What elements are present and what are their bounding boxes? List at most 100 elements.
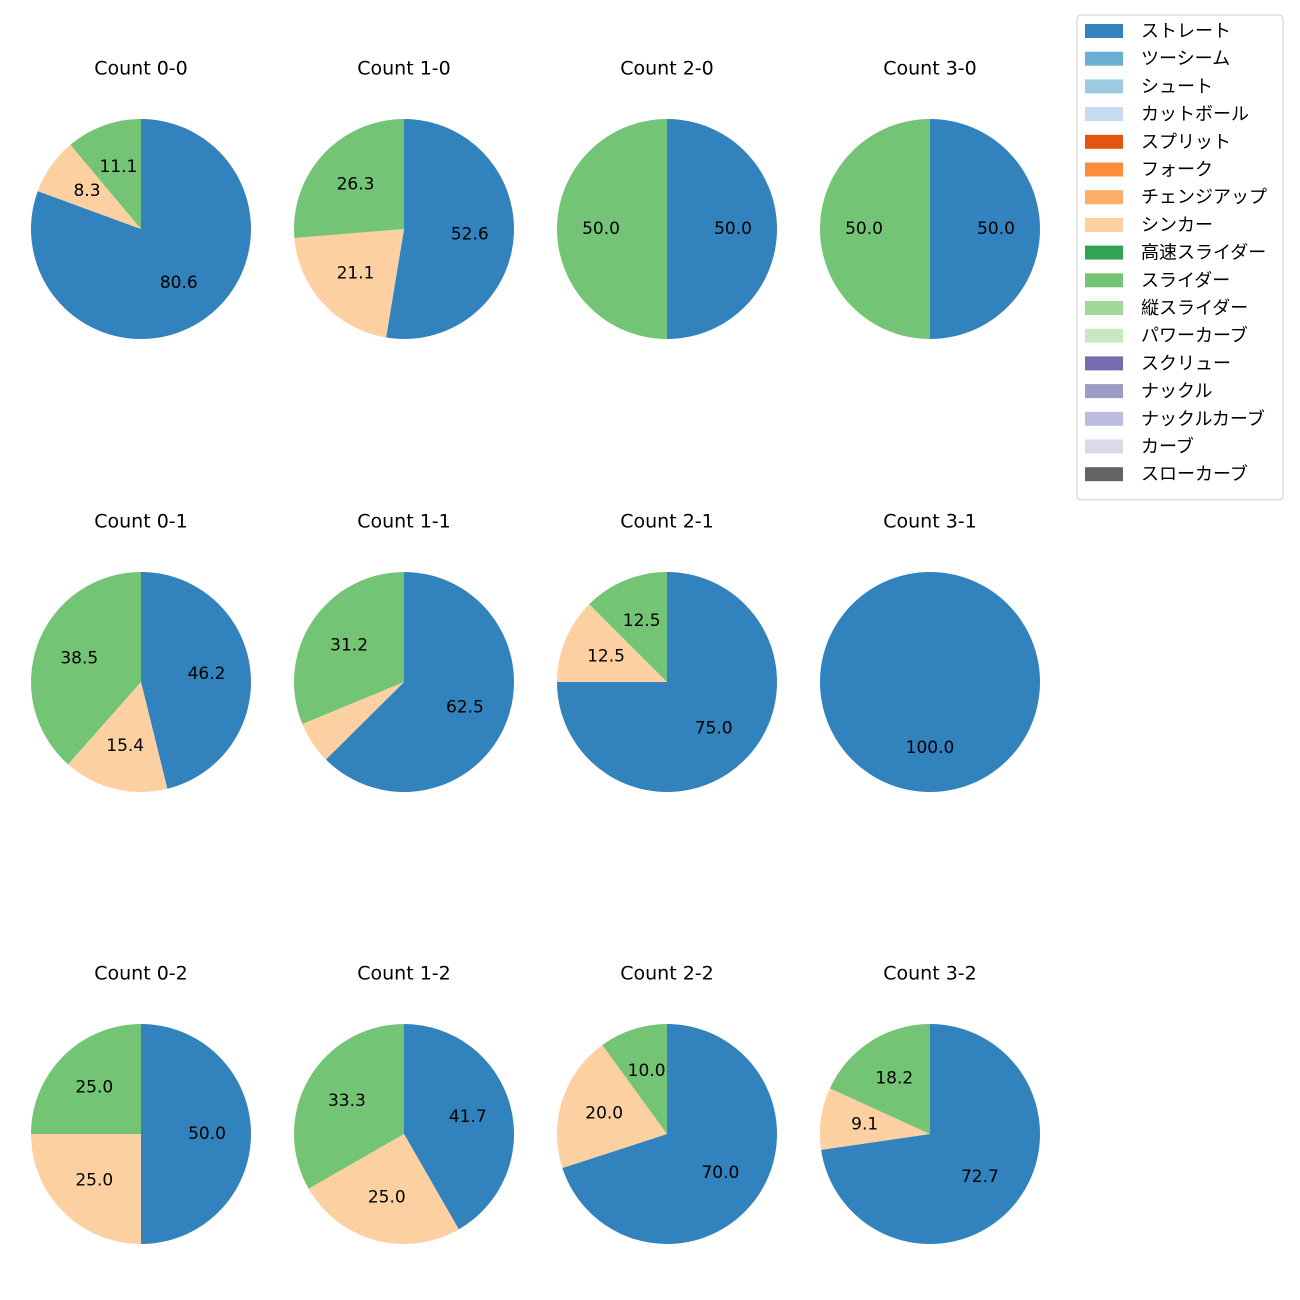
pie-slice-count-1-2-1 [308,1134,459,1245]
legend-entry: スプリット [1085,132,1231,153]
legend-swatch [1085,328,1123,343]
pie-slice-count-2-1-1 [557,604,667,682]
pie-slice-count-3-0-0 [930,119,1040,339]
pie-count-3-2: Count 3-2 72.7 9.1 18.2 [820,963,1041,1244]
legend-entry: スライダー [1085,270,1230,291]
legend-swatch [1085,384,1123,399]
pie-title: Count 2-2 [620,963,714,985]
pie-count-0-1: Count 0-1 46.2 15.4 38.5 [30,511,251,792]
pie-slice-count-2-2-0 [562,1024,777,1244]
legend-swatch [1085,467,1123,482]
pct-label: 26.3 [337,174,375,194]
pie-slice-count-1-2-2 [293,1023,404,1189]
pie-count-1-0: Count 1-0 52.6 21.1 26.3 [294,58,514,339]
pct-label: 50.0 [582,219,620,239]
pie-title: Count 1-1 [357,511,451,533]
legend-swatch [1085,107,1123,122]
pies-layer: Count 0-0 80.6 8.3 11.1 Count 1-0 52.6 21.1 26.… [30,58,1041,1245]
pct-label: 46.2 [188,664,226,684]
legend-label: スローカーブ [1141,463,1248,485]
legend-entry: ナックル [1085,381,1212,402]
legend-label: ツーシーム [1141,49,1230,70]
legend-entry: ストレート [1085,21,1231,42]
pie-slice-count-1-1-1 [302,682,404,760]
legend-entry: カーブ [1085,436,1194,458]
pct-label: 38.5 [60,649,98,669]
legend-label: 縦スライダー [1141,298,1248,319]
pct-label: 11.1 [99,157,137,177]
pie-slice-count-2-0-1 [557,119,667,339]
pct-label: 15.4 [106,736,144,756]
legend-entry: シュート [1085,76,1213,97]
legend-swatch [1085,24,1123,38]
pie-title: Count 3-2 [883,963,977,985]
legend-swatch [1085,162,1123,177]
legend-label: シュート [1141,76,1213,97]
pct-label: 10.0 [628,1061,666,1081]
pct-label: 12.5 [587,647,625,667]
pie-count-2-2: Count 2-2 70.0 20.0 10.0 [556,963,777,1244]
pct-label: 18.2 [875,1069,913,1089]
legend-swatch [1085,217,1123,232]
pie-title: Count 1-0 [357,58,451,80]
legend-label: 高速スライダー [1141,243,1266,264]
legend-label: ストレート [1141,21,1231,42]
legend-label: スプリット [1141,132,1231,153]
legend-swatch [1085,439,1123,454]
pct-label: 8.3 [73,181,100,201]
pct-label: 62.5 [446,697,484,717]
pie-slice-count-3-2-0 [821,1024,1041,1244]
pie-slice-count-3-2-1 [820,1088,930,1150]
pie-count-3-1: Count 3-1 100.0 [820,511,1040,792]
pct-label: 33.3 [328,1091,366,1111]
pie-title: Count 2-0 [620,58,714,80]
legend-entry: 高速スライダー [1085,243,1266,264]
pie-slice-count-0-0-1 [37,144,141,229]
pie-slice-count-0-1-1 [68,682,168,792]
legend-label: ナックル [1141,381,1212,402]
legend-swatch [1085,411,1123,426]
pct-label: 41.7 [449,1107,487,1127]
pie-slice-count-3-0-1 [820,119,930,339]
pie-count-2-0: Count 2-0 50.0 50.0 [557,58,777,339]
legend-label: チェンジアップ [1141,187,1267,208]
pct-label: 50.0 [714,219,752,239]
pie-slice-count-1-0-0 [386,119,514,339]
pie-slice-count-0-2-1 [31,1134,141,1244]
pie-slice-count-0-1-2 [30,572,141,765]
pie-slice-count-1-0-2 [294,119,404,238]
legend-swatch [1085,301,1123,315]
pie-title: Count 0-2 [94,963,188,985]
pie-slice-count-2-0-0 [667,119,777,339]
legend-swatch [1085,245,1123,260]
legend-entry: パワーカーブ [1085,325,1248,347]
legend-swatch [1085,356,1123,371]
pct-label: 50.0 [188,1124,226,1144]
pie-title: Count 3-0 [883,58,977,80]
pct-label: 100.0 [906,738,955,758]
pie-slice-count-0-0-2 [70,119,141,229]
pie-title: Count 0-0 [94,58,188,80]
legend-swatch [1085,273,1123,288]
legend-entry: 縦スライダー [1085,298,1248,319]
pie-count-0-0: Count 0-0 80.6 8.3 11.1 [31,58,252,340]
pie-title: Count 3-1 [883,511,977,533]
pie-count-0-2: Count 0-2 50.0 25.0 25.0 [31,963,251,1244]
pie-slice-count-3-2-2 [829,1024,930,1134]
legend-entry: スクリュー [1085,353,1231,374]
legend-entry: ナックルカーブ [1085,408,1265,430]
legend-entry: スローカーブ [1085,463,1248,485]
pct-label: 50.0 [977,219,1015,239]
pie-count-2-1: Count 2-1 75.0 12.5 12.5 [557,511,777,792]
legend-frame [1076,14,1284,501]
legend-swatch [1085,79,1123,94]
pie-count-3-0: Count 3-0 50.0 50.0 [820,58,1040,339]
pct-label: 20.0 [585,1104,623,1124]
legend-swatch [1085,190,1123,205]
legend-entry: シンカー [1085,215,1213,236]
pie-count-1-1: Count 1-1 62.5 31.2 [293,511,514,792]
pie-count-1-2: Count 1-2 41.7 25.0 33.3 [293,963,515,1245]
pct-label: 25.0 [368,1188,406,1208]
pct-label: 52.6 [451,224,489,244]
